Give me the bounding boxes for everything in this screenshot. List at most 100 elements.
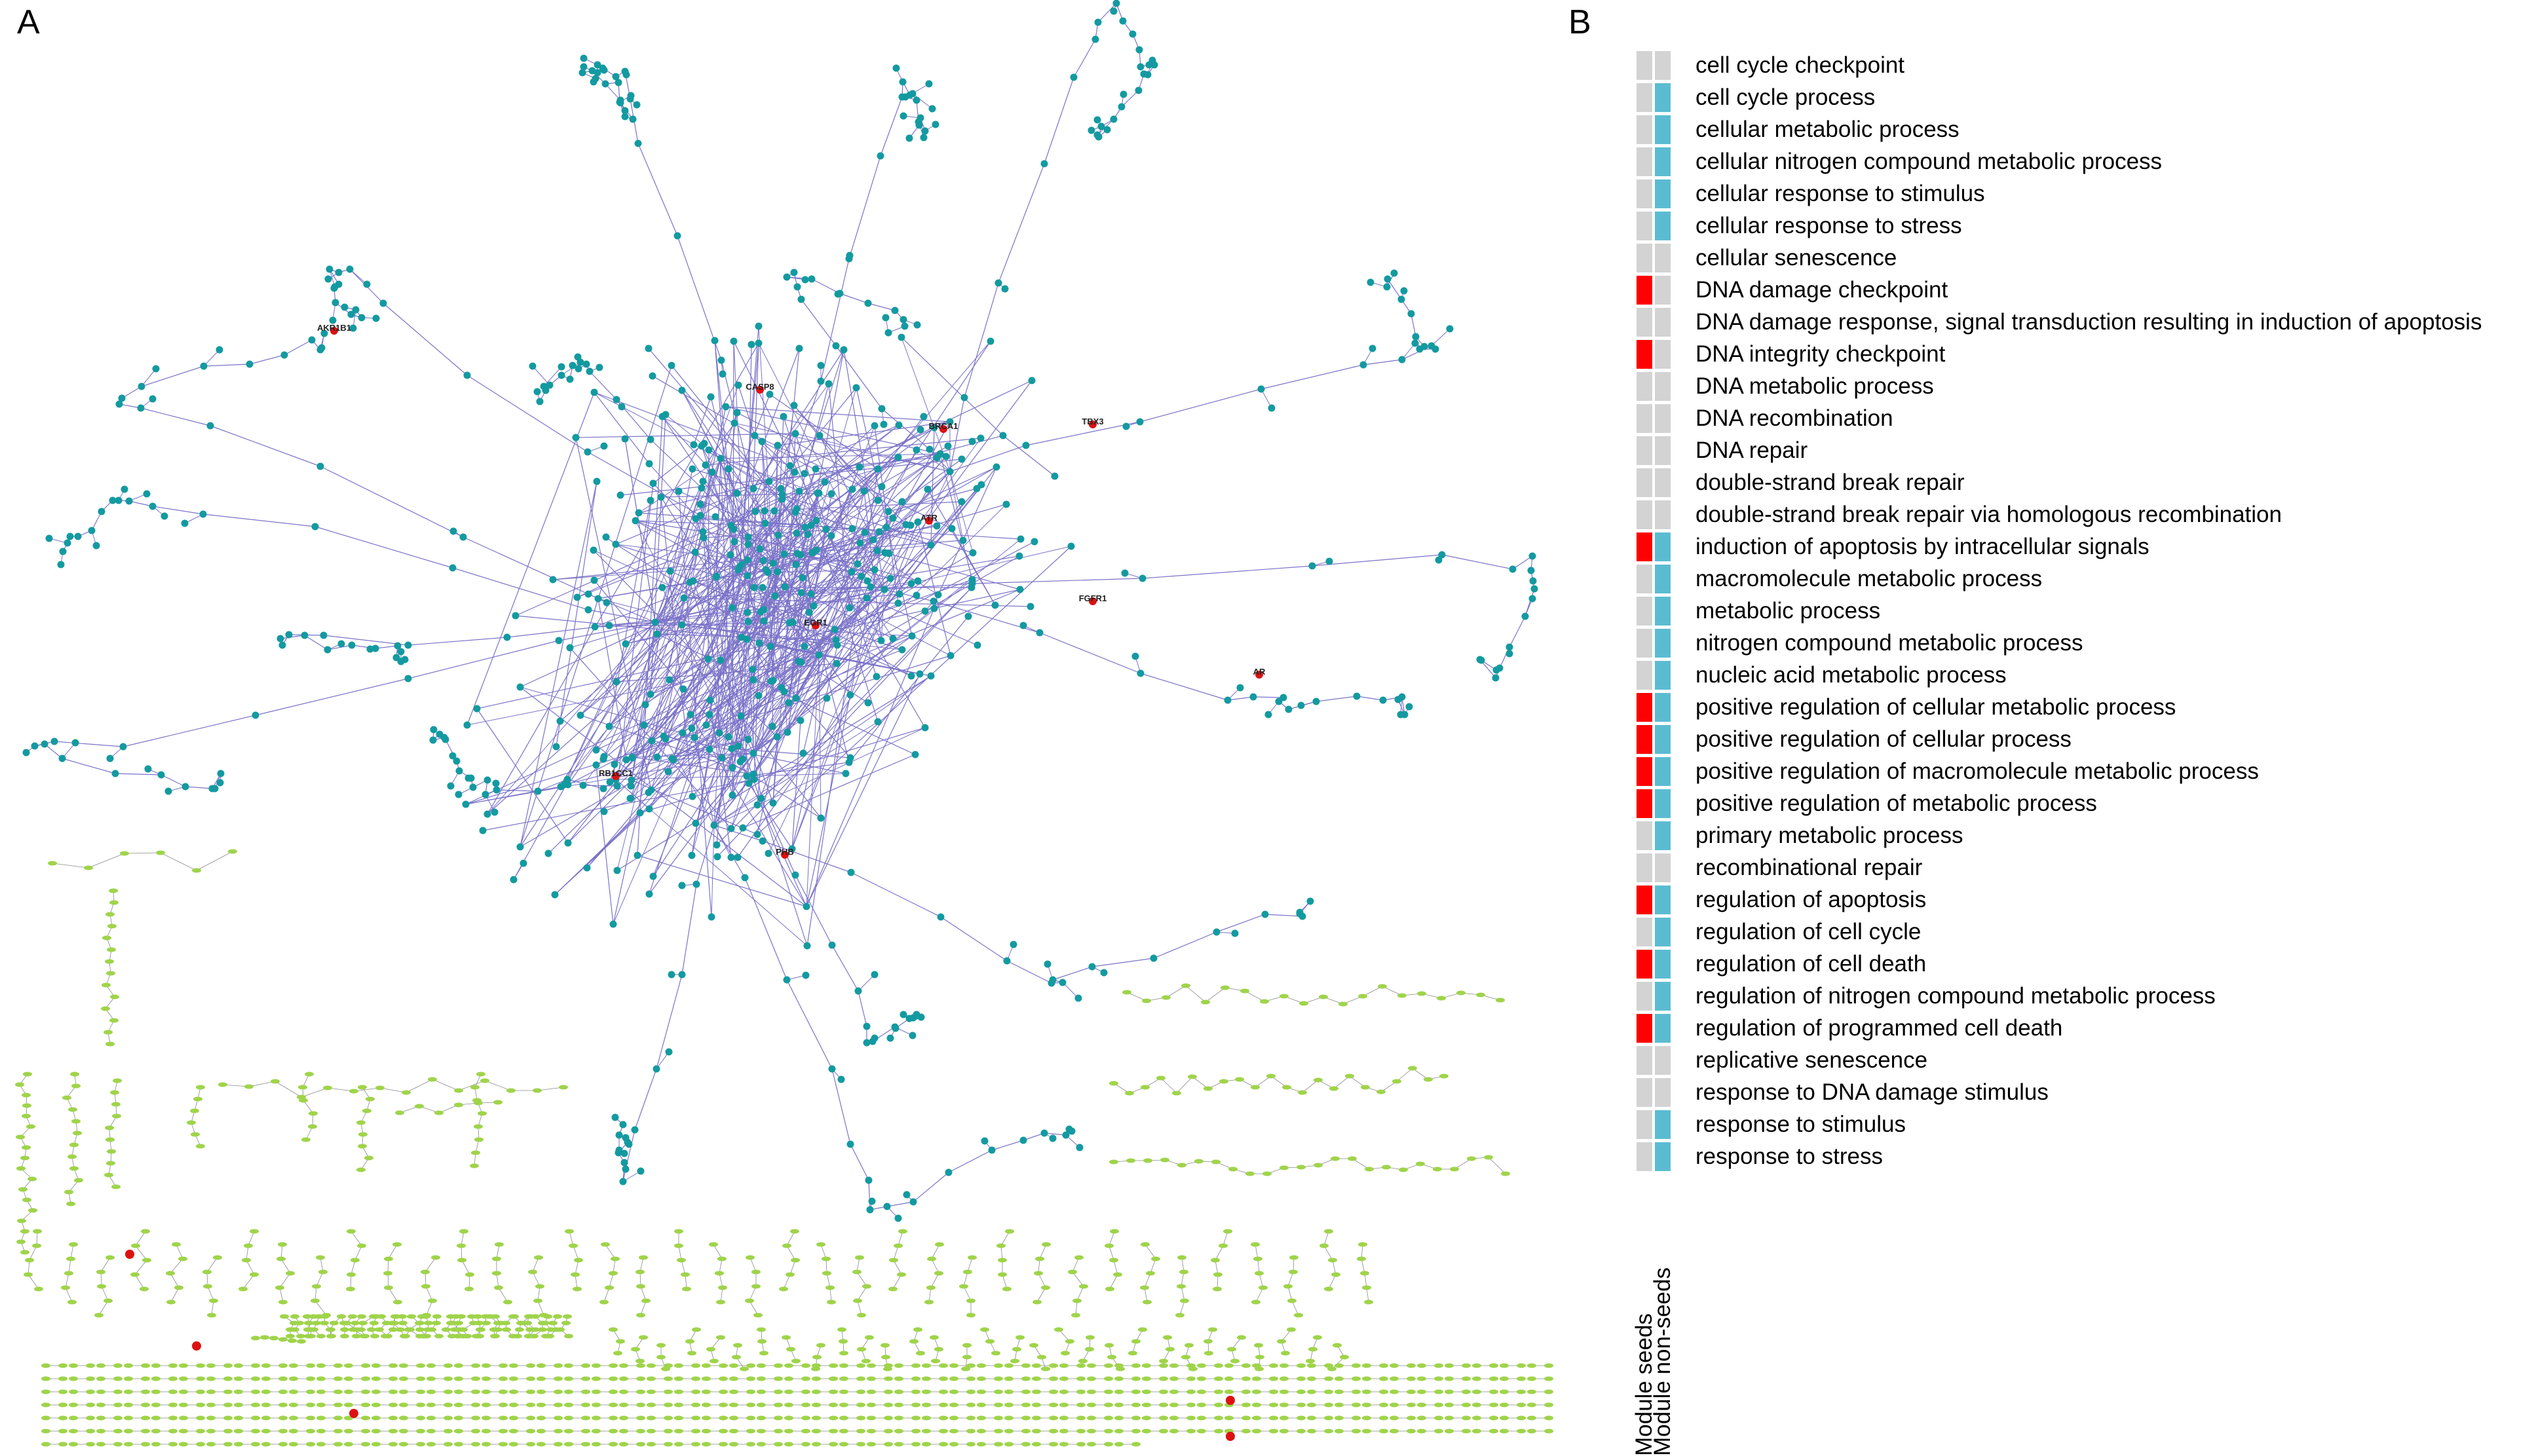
other-node [746,1428,755,1434]
other-node [444,1376,453,1381]
other-node [581,1389,590,1394]
module-node [512,612,520,620]
module-seeds-cell [1637,757,1652,786]
go-term-label: metabolic process [1695,598,1881,624]
other-node [1004,1442,1013,1447]
other-node [719,1363,728,1368]
other-node [384,1256,393,1261]
module-node [799,749,807,757]
other-node [1433,1167,1442,1172]
other-node [1224,1376,1234,1381]
other-node [1324,1402,1333,1408]
other-node [404,1327,413,1332]
module-node [115,400,123,408]
network-edge [893,1260,902,1275]
other-node [457,1258,466,1263]
other-node [482,1402,491,1408]
other-node [426,1415,436,1421]
module-node [692,880,700,888]
other-node [1251,1085,1260,1090]
network-edge [284,339,313,356]
other-node [1114,1402,1124,1408]
module-node [737,712,745,720]
other-node [867,1376,876,1381]
network-edge [740,715,822,819]
module-node [337,640,345,648]
module-node [469,783,477,791]
network-edge [1323,1231,1329,1246]
module-node [749,485,757,493]
other-node [491,1314,500,1319]
seed-label: CASP8 [746,382,774,392]
module-seeds-cell [1637,1142,1652,1171]
module-node [670,756,677,764]
other-node [69,1242,78,1247]
other-node [856,1363,865,1368]
other-node [371,1428,381,1434]
other-node [69,1389,78,1394]
module-node [821,478,829,486]
other-node [909,1339,919,1344]
network-edge [736,412,882,487]
module-node [462,800,470,808]
other-node [1338,1001,1348,1007]
other-node [1177,1163,1186,1168]
other-node [41,1428,50,1434]
other-node [1159,1428,1168,1434]
other-node [20,1229,29,1234]
module-node [483,810,491,818]
other-node [526,1389,535,1394]
network-edge [806,608,935,907]
other-node [1340,1354,1349,1360]
module-node [846,252,854,259]
network-edge [783,1274,791,1290]
network-edges [19,3,1549,1445]
other-node [554,1376,563,1381]
other-node [361,1389,370,1394]
other-node [278,1389,288,1394]
other-node [107,947,116,952]
other-node [444,1428,453,1434]
module-node [590,546,597,554]
module-node [886,1034,894,1042]
module-node [743,772,751,780]
network-edge [615,620,765,780]
other-node [523,1320,532,1326]
module-node [854,560,862,568]
module-node [791,430,799,438]
module-node [808,275,816,283]
other-node [1500,1376,1509,1381]
network-edge [857,1300,862,1316]
network-edge [695,488,977,824]
module-node [1384,275,1392,283]
other-node [415,1104,424,1109]
network-edge [1332,1260,1336,1275]
network-edge [1362,986,1383,997]
module-node [831,625,839,633]
module-node [877,637,885,644]
other-node [366,1096,375,1102]
other-node [561,1320,571,1326]
other-node [702,1442,711,1447]
network-edge [170,1258,183,1274]
other-node [1252,1428,1261,1434]
other-node [825,1285,835,1290]
other-node [424,1320,433,1326]
module-node [216,779,224,787]
go-term-label: cellular nitrogen compound metabolic pro… [1695,149,2163,174]
module-node [590,78,597,86]
module-node [616,99,624,107]
other-node [361,1415,370,1421]
network-edge [820,1244,827,1260]
other-node [318,1269,328,1275]
other-node [922,1428,931,1434]
other-node [1076,1428,1086,1434]
other-node [1251,1242,1260,1247]
module-node [757,794,765,802]
seed-label: RB1CC1 [599,768,633,778]
other-node [1125,1091,1134,1096]
module-node [653,1065,660,1073]
module-node [815,489,823,497]
module-node [463,721,471,729]
module-node [653,630,661,638]
